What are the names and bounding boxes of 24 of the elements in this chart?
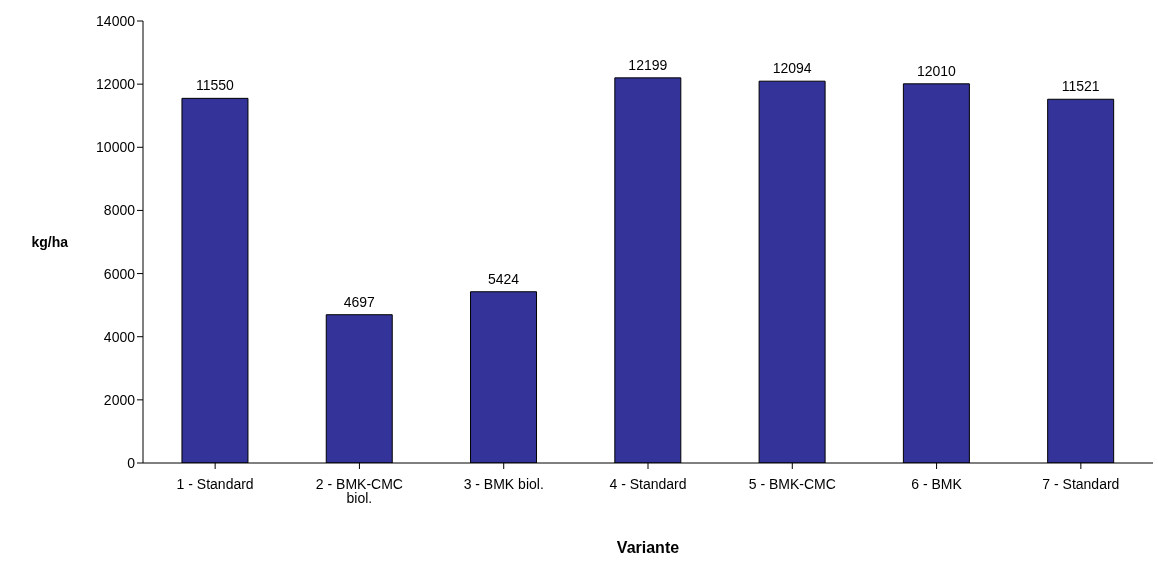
y-axis-title: kg/ha	[31, 233, 69, 250]
x-tick-label: 3 - BMK biol.	[463, 475, 544, 492]
y-tick-label: 4000	[103, 328, 136, 345]
data-label: 5424	[487, 270, 520, 287]
x-tick-label: 4 - Standard	[609, 475, 687, 492]
data-label: 12094	[772, 60, 812, 77]
x-axis-title: Variante	[616, 539, 680, 556]
y-tick-label: 10000	[96, 139, 136, 156]
x-tick-label: 1 - Standard	[176, 475, 254, 492]
y-tick-label: 0	[127, 454, 136, 471]
data-label: 4697	[343, 293, 376, 310]
data-label: 11550	[196, 77, 235, 94]
y-tick-label: 12000	[96, 76, 136, 93]
x-tick-label: 7 - Standard	[1042, 475, 1120, 492]
y-tick-label: 14000	[96, 12, 136, 29]
x-tick-label: 2 - BMK-CMC biol.	[315, 475, 403, 506]
y-tick-label: 2000	[103, 391, 136, 408]
data-label: 12199	[628, 56, 668, 73]
x-tick-label: 6 - BMK	[911, 475, 963, 492]
x-tick-label: 5 - BMK-CMC	[748, 475, 836, 492]
y-tick-label: 8000	[103, 202, 136, 219]
y-tick-label: 6000	[103, 265, 136, 282]
data-label: 12010	[916, 62, 957, 79]
data-label: 11521	[1061, 78, 1100, 95]
